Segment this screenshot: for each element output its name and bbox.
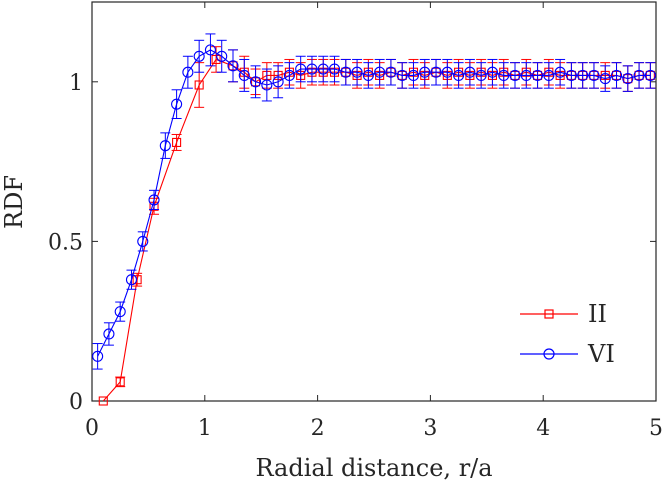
series-line-vi [97,49,651,357]
x-tick-label: 2 [311,416,325,441]
data-point [340,66,352,78]
data-point [622,73,634,85]
data-point [227,60,239,72]
data-point [464,66,476,78]
data-point [644,69,656,81]
data-point [396,69,408,81]
data-point [171,98,183,110]
data-point [182,66,194,78]
x-tick-label: 1 [198,416,212,441]
data-point [430,66,442,78]
data-point [374,66,386,78]
data-point [98,396,108,406]
data-point [509,69,521,81]
y-axis-label: RDF [0,175,28,229]
data-point [194,80,204,90]
data-point [475,69,487,81]
data-point [148,194,160,206]
series-vi [92,33,656,370]
data-point [565,69,577,81]
legend: II VI [512,296,638,378]
data-point [238,69,250,81]
legend-box [512,296,638,378]
data-point [328,63,341,75]
data-point [193,50,205,62]
data-point [554,66,566,78]
data-point [419,66,431,78]
data-point [216,50,228,62]
x-tick-label: 4 [536,416,550,441]
data-point [132,275,142,285]
data-point [295,63,307,75]
y-tick-label: 0.5 [48,230,83,255]
y-tick-label: 1 [69,71,83,96]
data-point [577,69,589,81]
data-point [532,69,544,81]
legend-label-vi: VI [587,340,615,368]
legend-marker-ii [544,309,554,319]
data-point [114,306,126,318]
legend-marker-vi [543,348,555,360]
data-point [633,69,645,81]
data-point [520,69,532,81]
data-point [250,76,262,88]
x-tick-label: 5 [649,416,663,441]
data-point [599,73,611,85]
data-point [172,137,182,147]
x-tick-label: 3 [423,416,437,441]
data-point [115,377,125,387]
data-point [543,69,555,81]
data-point [272,76,284,88]
data-point [351,66,363,78]
data-point [159,140,171,152]
y-tick-label: 0 [69,390,83,415]
data-point [306,63,318,75]
data-point [211,54,221,65]
data-point [103,328,115,340]
data-point [137,235,149,247]
data-point [283,69,295,81]
data-point [362,69,374,81]
series-layer [92,33,656,406]
data-point [92,350,104,362]
data-point [317,63,329,75]
data-point [261,79,273,91]
data-point [486,66,498,78]
data-point [453,69,465,81]
data-point [588,69,600,81]
data-point [498,69,510,81]
x-tick-label: 0 [85,416,99,441]
data-point [125,274,138,286]
x-axis-label: Radial distance, r/a [255,454,492,482]
axis-ticks: 0 1 2 3 4 5 0 0.5 1 [48,2,663,441]
data-point [204,44,216,56]
data-point [441,66,453,78]
legend-label-ii: II [588,300,607,328]
data-point [407,69,420,81]
data-point [385,66,397,78]
data-point [610,69,623,81]
